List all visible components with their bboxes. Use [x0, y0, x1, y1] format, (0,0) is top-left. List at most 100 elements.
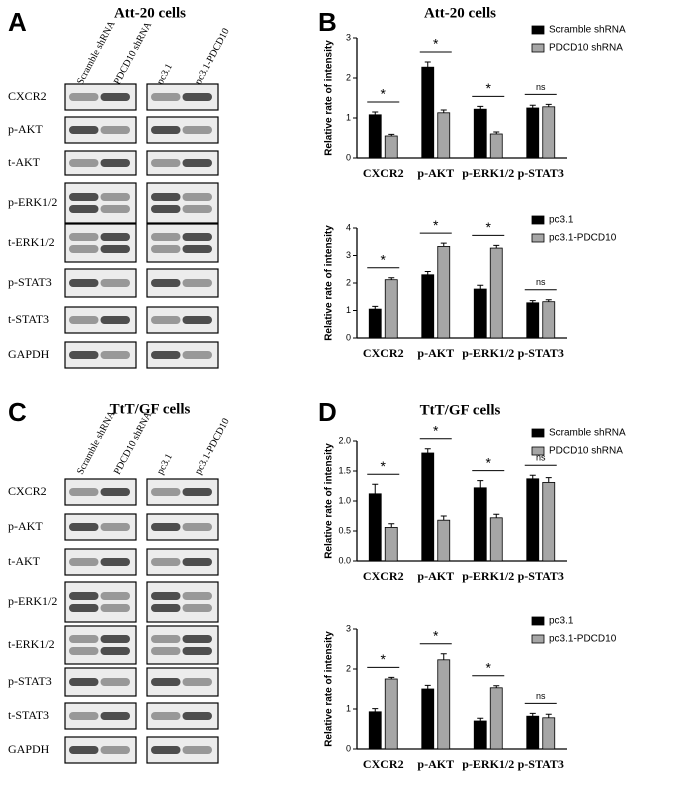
band: [151, 126, 181, 134]
lane-label: pc3.1: [155, 452, 175, 477]
blot-box: [146, 736, 219, 764]
band: [182, 193, 212, 201]
x-tick-label: p-AKT: [417, 346, 454, 360]
bar: [526, 715, 540, 750]
band: [151, 233, 181, 241]
band: [182, 635, 212, 643]
bar: [368, 493, 382, 562]
band: [100, 159, 130, 167]
error-bar: [493, 685, 500, 688]
y-tick-label: 2: [346, 663, 351, 673]
row-label: t-STAT3: [8, 312, 49, 326]
band: [100, 635, 130, 643]
band: [151, 558, 181, 566]
chart-title: Att-20 cells: [424, 5, 496, 21]
y-tick-label: 0.5: [338, 525, 351, 535]
legend-swatch: [531, 428, 545, 438]
legend-label: pc3.1: [549, 616, 574, 627]
bar: [489, 517, 503, 562]
band: [69, 712, 99, 720]
band: [182, 245, 212, 253]
significance-label: *: [486, 80, 492, 96]
band: [151, 523, 181, 531]
band: [69, 245, 99, 253]
bar: [489, 133, 503, 159]
significance-label: *: [433, 36, 439, 52]
significance-label: *: [381, 458, 387, 474]
bar: [437, 246, 451, 339]
legend-label: PDCD10 shRNA: [549, 446, 623, 457]
y-axis-label: Relative rate of intensity: [324, 443, 335, 559]
row-label: p-AKT: [8, 519, 43, 533]
significance-label: *: [486, 660, 492, 676]
x-tick-label: p-ERK1/2: [462, 166, 514, 180]
legend-swatch: [531, 25, 545, 35]
blot-box: [64, 581, 137, 623]
band: [151, 93, 181, 101]
band: [182, 558, 212, 566]
row-label: CXCR2: [8, 89, 47, 103]
bar: [526, 302, 540, 339]
band: [100, 523, 130, 531]
band: [182, 592, 212, 600]
band: [182, 126, 212, 134]
error-bar: [529, 474, 536, 479]
band: [69, 523, 99, 531]
band: [69, 316, 99, 324]
band: [182, 279, 212, 287]
band: [100, 558, 130, 566]
band: [151, 647, 181, 655]
x-tick-label: p-AKT: [417, 166, 454, 180]
error-bar: [388, 133, 395, 136]
legend-swatch: [531, 634, 545, 644]
lane-label: PDCD10 shRNA: [112, 410, 155, 477]
bar: [384, 678, 398, 750]
panel-letter: D: [318, 397, 337, 427]
row-label: GAPDH: [8, 347, 50, 361]
legend-swatch: [531, 233, 545, 243]
y-tick-label: 0.0: [338, 555, 351, 565]
band: [69, 193, 99, 201]
significance-label: *: [486, 454, 492, 470]
band: [100, 351, 130, 359]
error-bar: [424, 270, 431, 275]
legend-label: pc3.1: [549, 215, 574, 226]
error-bar: [440, 653, 447, 660]
y-tick-label: 1.0: [338, 495, 351, 505]
bar: [368, 308, 382, 339]
band: [100, 316, 130, 324]
chart-title: TtT/GF cells: [420, 402, 501, 418]
legend-label: PDCD10 shRNA: [549, 43, 623, 54]
significance-label: *: [433, 423, 439, 439]
band: [151, 592, 181, 600]
band: [151, 245, 181, 253]
error-bar: [424, 684, 431, 689]
significance-label: *: [381, 251, 387, 267]
band: [100, 647, 130, 655]
error-bar: [545, 103, 552, 107]
band: [182, 523, 212, 531]
bar: [526, 107, 540, 159]
panel-letter: A: [8, 7, 27, 37]
bar: [384, 527, 398, 562]
y-tick-label: 1: [346, 112, 351, 122]
bar: [421, 274, 435, 339]
band: [151, 351, 181, 359]
error-bar: [477, 480, 484, 488]
bar: [473, 720, 487, 750]
y-axis-label: Relative rate of intensity: [324, 631, 335, 747]
band: [151, 316, 181, 324]
band: [69, 488, 99, 496]
lane-label: pc3.1-PDCD10: [193, 417, 232, 477]
bar: [542, 717, 556, 750]
significance-label: *: [433, 217, 439, 233]
error-bar: [440, 515, 447, 521]
y-tick-label: 1.5: [338, 465, 351, 475]
error-bar: [477, 284, 484, 290]
error-bar: [388, 523, 395, 528]
error-bar: [545, 713, 552, 718]
band: [69, 279, 99, 287]
error-bar: [529, 300, 536, 303]
bar: [421, 688, 435, 750]
band: [69, 558, 99, 566]
